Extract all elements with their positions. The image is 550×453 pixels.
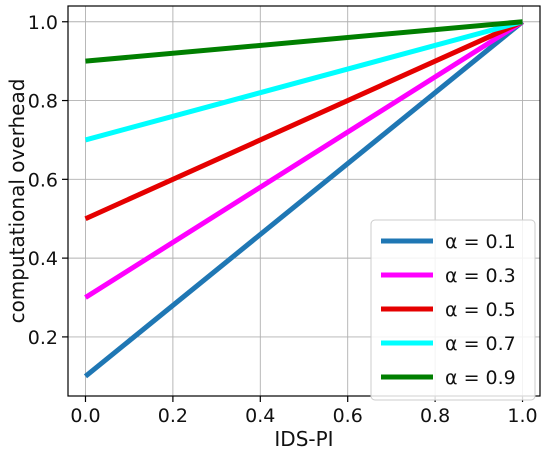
legend-label: α = 0.1 [445,231,516,253]
series-line [83,19,525,379]
legend-label: α = 0.5 [445,299,516,321]
series-lines [83,19,525,379]
y-axis-label: computational overhead [5,79,29,324]
legend-label: α = 0.7 [445,333,516,355]
y-tick-label: 0.4 [28,248,58,270]
axis-ticks: 0.0 0.2 0.4 0.6 0.8 1.0 0.2 0.4 0.6 0.8 1.0 [28,12,538,427]
grid-lines [68,6,540,396]
y-tick-label: 0.6 [28,169,58,191]
x-tick-label: 1.0 [507,405,537,427]
y-tick-label: 0.2 [28,327,58,349]
series-line [84,19,524,222]
x-tick-label: 0.4 [245,405,275,427]
series-line [85,19,523,64]
series-line [84,19,524,143]
legend: α = 0.1 α = 0.3 α = 0.5 α = 0.7 α = 0.9 [370,219,536,401]
legend-label: α = 0.9 [445,367,516,389]
legend-box [370,219,536,401]
y-tick-label: 1.0 [28,12,58,34]
legend-label: α = 0.3 [445,265,516,287]
x-tick-label: 0.0 [70,405,100,427]
x-tick-label: 0.2 [158,405,188,427]
series-line [84,19,524,300]
plot-frame [67,5,541,397]
x-tick-label: 0.8 [420,405,450,427]
x-tick-label: 0.6 [333,405,363,427]
x-axis-label: IDS-PI [274,427,333,451]
y-tick-label: 0.8 [28,91,58,113]
